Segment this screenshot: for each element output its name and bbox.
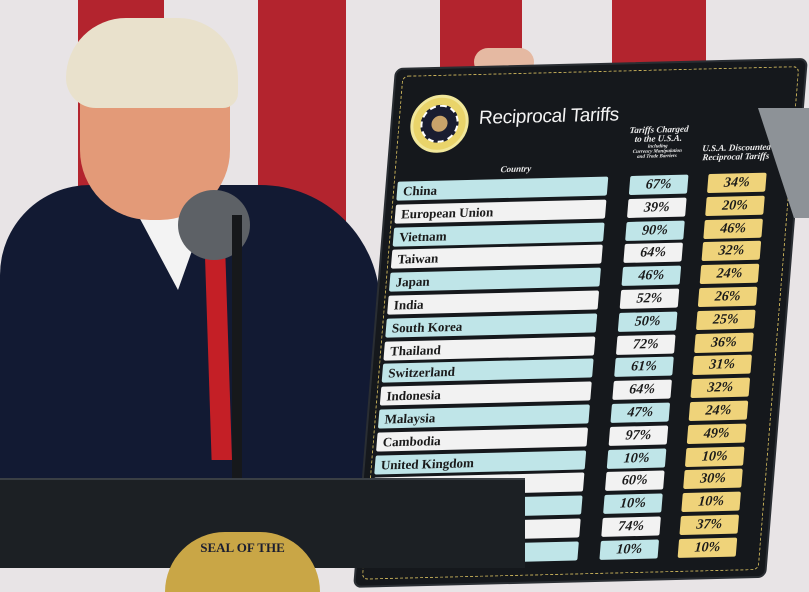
hair xyxy=(66,18,238,108)
podium: SEAL OF THE xyxy=(0,478,525,592)
reciprocal-tariff-cell: 46% xyxy=(703,218,763,239)
reciprocal-tariff-cell: 32% xyxy=(690,377,751,399)
reciprocal-tariff-cell: 36% xyxy=(694,332,754,353)
reciprocal-tariff-cell: 24% xyxy=(699,263,760,285)
charged-tariff-cell: 46% xyxy=(621,265,682,287)
header-text: Reciprocal Tariffs xyxy=(702,151,770,163)
header-charged: Tariffs Charged to the U.S.A. including … xyxy=(622,124,695,161)
reciprocal-tariff-cell: 24% xyxy=(688,400,749,422)
charged-tariff-cell: 64% xyxy=(612,379,672,401)
charged-tariff-cell: 39% xyxy=(626,197,687,218)
charged-tariff-cell: 47% xyxy=(610,402,671,423)
charged-tariff-cell: 67% xyxy=(628,174,689,195)
reciprocal-tariff-cell: 10% xyxy=(677,537,738,558)
reciprocal-tariff-cell: 20% xyxy=(705,195,765,216)
reciprocal-tariff-cell: 34% xyxy=(707,172,767,194)
charged-tariff-cell: 90% xyxy=(625,220,685,241)
charged-tariff-cell: 74% xyxy=(601,516,661,537)
board-title: Reciprocal Tariffs xyxy=(478,104,620,129)
charged-tariff-cell: 72% xyxy=(615,334,676,355)
reciprocal-tariff-cell: 10% xyxy=(681,491,741,513)
charged-tariff-cell: 64% xyxy=(623,242,683,264)
reciprocal-tariff-cell: 49% xyxy=(686,423,747,444)
reciprocal-tariff-cell: 37% xyxy=(679,514,740,535)
header-country: Country xyxy=(500,163,532,175)
reciprocal-tariff-cell: 25% xyxy=(695,309,756,330)
reciprocal-tariff-cell: 10% xyxy=(684,446,745,467)
charged-tariff-cell: 10% xyxy=(606,448,667,469)
charged-tariff-cell: 97% xyxy=(608,425,669,446)
charged-tariff-cell: 10% xyxy=(599,539,660,560)
reciprocal-tariff-cell: 32% xyxy=(701,241,762,262)
charged-tariff-cell: 50% xyxy=(617,311,678,332)
reciprocal-tariff-cell: 30% xyxy=(683,468,743,490)
charged-tariff-cell: 61% xyxy=(614,356,674,378)
header-reciprocal: U.S.A. Discounted Reciprocal Tariffs xyxy=(695,142,777,163)
microphone-stand xyxy=(232,215,242,480)
reciprocal-tariff-cell: 26% xyxy=(697,286,758,308)
charged-tariff-cell: 60% xyxy=(604,470,665,492)
podium-seal: SEAL OF THE xyxy=(165,532,320,592)
charged-tariff-cell: 52% xyxy=(619,288,680,309)
reciprocal-tariff-cell: 31% xyxy=(692,355,752,376)
charged-tariff-cell: 10% xyxy=(603,493,663,515)
